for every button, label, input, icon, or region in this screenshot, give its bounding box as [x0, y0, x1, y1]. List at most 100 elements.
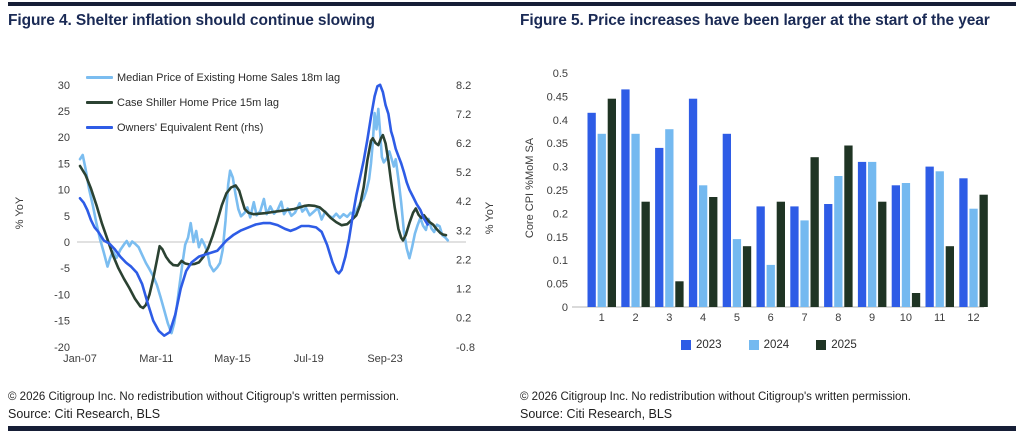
bar-2024-month-12 — [969, 208, 978, 307]
bar-2023-month-10 — [891, 185, 900, 307]
bar-2024-month-10 — [901, 183, 911, 307]
legend-item-case-shiller: Case Shiller Home Price 15m lag — [86, 93, 340, 112]
legend-label: 2023 — [696, 339, 722, 351]
left-axis-tick-label: 10 — [58, 185, 70, 197]
bar-2024-month-5 — [732, 239, 742, 307]
x-axis-tick-label: May-15 — [214, 353, 251, 365]
legend-label: 2025 — [831, 339, 857, 351]
bar-2024-month-9 — [868, 161, 877, 307]
bar-2025-month-5 — [742, 246, 752, 307]
y-axis-tick-label: 0.2 — [553, 208, 568, 220]
series-line-median-price-of-existing-home-sales-18m-lag — [78, 107, 450, 335]
bar-2024-month-6 — [766, 264, 775, 307]
figure4-line-chart: 30 25 20 15 10 5 0 -5 -10 -15 -20 8.2 7.2 6.2 5.2 4.2 3.… — [54, 80, 475, 365]
figure5-bar-chart: 00.050.10.150.20.250.30.350.40.450.51 2 3 4… — [547, 68, 988, 324]
2025-color-swatch — [816, 340, 827, 350]
legend-label: 2024 — [763, 339, 790, 351]
bar-2025-month-2 — [641, 201, 650, 307]
right-axis-tick-label: 3.2 — [456, 225, 471, 237]
right-axis-tick-label: -0.8 — [456, 342, 475, 354]
figure5-y-axis-title: Core CPI %MoM SA — [524, 137, 536, 239]
2023-color-swatch — [681, 340, 691, 350]
legend-item-2025: 2025 — [816, 339, 857, 351]
case-shiller-line-swatch — [86, 101, 113, 104]
bar-2023-month-8 — [824, 204, 833, 307]
figure4-right-axis-title: % YoY — [484, 201, 496, 235]
legend-label: Case Shiller Home Price 15m lag — [117, 96, 280, 109]
bar-2024-month-1 — [597, 133, 606, 307]
month-tick-label: 9 — [869, 312, 875, 324]
left-axis-tick-label: -20 — [54, 342, 70, 354]
legend-label: Median Price of Existing Home Sales 18m … — [117, 71, 341, 84]
median-price-line-swatch — [86, 76, 113, 79]
y-axis-tick-label: 0.4 — [553, 115, 568, 127]
x-axis-tick-label: Jan-07 — [63, 353, 97, 365]
month-tick-label: 12 — [967, 312, 979, 324]
series-line-case-shiller-home-price-15m-lag — [78, 133, 448, 310]
bar-2023-month-5 — [722, 133, 731, 307]
left-axis-tick-label: 30 — [58, 80, 70, 92]
y-axis-tick-label: 0.1 — [553, 255, 568, 267]
bar-2025-month-6 — [776, 201, 785, 307]
right-axis-tick-label: 4.2 — [456, 196, 471, 208]
left-axis-tick-label: -5 — [60, 263, 70, 275]
y-axis-tick-label: 0 — [562, 302, 568, 314]
figure5-copyright: © 2026 Citigroup Inc. No redistribution … — [520, 391, 911, 403]
bar-2024-month-2 — [631, 133, 640, 307]
right-axis-tick-label: 0.2 — [456, 313, 471, 325]
month-tick-label: 4 — [700, 312, 706, 324]
bar-2025-month-4 — [709, 197, 718, 307]
bar-2025-month-9 — [878, 201, 887, 307]
bar-2025-month-1 — [607, 98, 616, 307]
y-axis-tick-label: 0.15 — [547, 232, 568, 244]
figure5-legend: 2023 2024 2025 — [681, 339, 857, 351]
bar-2023-month-2 — [621, 89, 630, 308]
month-tick-label: 1 — [599, 312, 605, 324]
legend-item-oer: Owners' Equivalent Rent (rhs) — [86, 118, 340, 137]
figure5-source: Source: Citi Research, BLS — [520, 407, 673, 421]
oer-line-swatch — [86, 126, 113, 129]
month-tick-label: 3 — [666, 312, 672, 324]
bar-2023-month-7 — [790, 206, 799, 307]
month-tick-label: 5 — [734, 312, 740, 324]
bar-2023-month-12 — [959, 178, 968, 307]
bottom-rule — [8, 426, 1016, 431]
bar-2024-month-11 — [935, 171, 944, 307]
bar-2024-month-4 — [699, 185, 708, 307]
2024-color-swatch — [748, 340, 759, 350]
figure5-title: Figure 5. Price increases have been larg… — [520, 12, 990, 29]
legend-item-2023: 2023 — [681, 339, 722, 351]
y-axis-tick-label: 0.25 — [547, 185, 568, 197]
left-axis-tick-label: 15 — [58, 158, 70, 170]
y-axis-tick-label: 0.45 — [547, 91, 568, 103]
left-axis-tick-label: -10 — [54, 289, 70, 301]
bar-2024-month-8 — [834, 176, 843, 307]
left-axis-tick-label: 20 — [58, 132, 70, 144]
month-tick-label: 8 — [835, 312, 841, 324]
x-axis-tick-label: Jul-19 — [294, 353, 324, 365]
x-axis-tick-label: Mar-11 — [139, 353, 173, 365]
right-axis-tick-label: 6.2 — [456, 138, 471, 150]
bar-2023-month-9 — [857, 161, 867, 307]
series-line-owners-equivalent-rent-rhs — [78, 83, 430, 338]
month-tick-label: 10 — [900, 312, 912, 324]
x-axis-tick-label: Sep-23 — [367, 353, 402, 365]
legend-item-2024: 2024 — [748, 339, 790, 351]
bar-2025-month-12 — [979, 194, 988, 307]
month-tick-label: 2 — [632, 312, 638, 324]
left-axis-tick-label: -15 — [54, 316, 70, 328]
y-axis-tick-label: 0.5 — [553, 68, 568, 80]
month-tick-label: 6 — [768, 312, 774, 324]
bar-2023-month-3 — [655, 147, 664, 307]
right-axis-tick-label: 8.2 — [456, 80, 471, 92]
legend-label: Owners' Equivalent Rent (rhs) — [117, 121, 264, 134]
y-axis-tick-label: 0.35 — [547, 138, 568, 150]
bar-2023-month-11 — [925, 166, 934, 307]
bar-2024-month-7 — [800, 220, 809, 307]
left-axis-tick-label: 25 — [58, 106, 70, 118]
y-axis-tick-label: 0.3 — [553, 162, 568, 174]
bar-2025-month-7 — [810, 157, 819, 307]
bar-2025-month-3 — [675, 281, 684, 307]
figure4-legend: Median Price of Existing Home Sales 18m … — [86, 68, 340, 143]
